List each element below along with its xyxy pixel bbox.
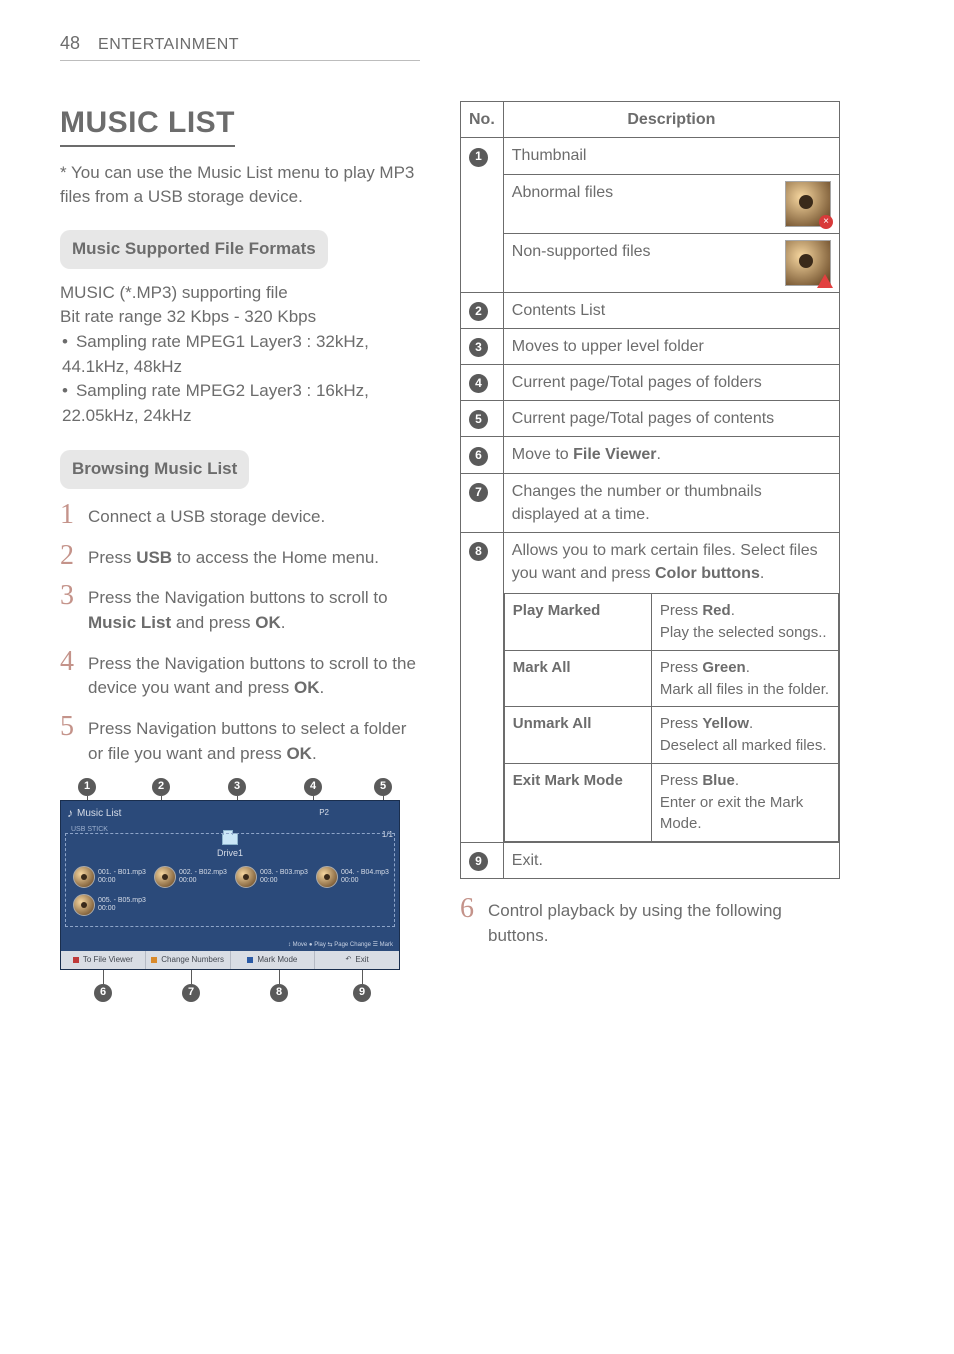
callout-top: 1 bbox=[78, 778, 96, 796]
shot-footbar: ↕ Move ● Play ⇆ Page Change ☰ Mark bbox=[61, 941, 399, 951]
description-table: No. Description 1 Thumbnail Abnormal fil… bbox=[460, 101, 840, 879]
row-number: 9 bbox=[469, 852, 488, 871]
step-number: 3 bbox=[60, 582, 78, 635]
row-number: 7 bbox=[469, 483, 488, 502]
table-row: 3Moves to upper level folder bbox=[461, 328, 840, 364]
cell-nonsupported: Non-supported files bbox=[512, 243, 651, 260]
row-number: 2 bbox=[469, 302, 488, 321]
step-item: 3 Press the Navigation buttons to scroll… bbox=[60, 582, 420, 635]
row-number: 5 bbox=[469, 410, 488, 429]
music-file: 001. - B01.mp300:00 bbox=[73, 866, 148, 888]
shot-title: Music List bbox=[77, 807, 121, 822]
table-row: 9Exit. bbox=[461, 843, 840, 879]
table-row: 1 Thumbnail bbox=[461, 138, 840, 174]
subheader-formats: Music Supported File Formats bbox=[60, 230, 328, 269]
step-text: Control playback by using the following … bbox=[488, 895, 840, 948]
warning-badge-icon bbox=[817, 274, 833, 288]
row-number: 6 bbox=[469, 447, 488, 466]
step-number: 6 bbox=[460, 895, 478, 948]
support-line1: MUSIC (*.MP3) supporting file bbox=[60, 281, 420, 306]
abnormal-file-icon: × bbox=[785, 181, 831, 227]
disc-icon bbox=[73, 894, 95, 916]
section-name: ENTERTAINMENT bbox=[98, 33, 239, 56]
subheader-browsing: Browsing Music List bbox=[60, 450, 249, 489]
th-no: No. bbox=[461, 102, 504, 138]
callout-top: 5 bbox=[374, 778, 392, 796]
row-number: 1 bbox=[469, 148, 488, 167]
shot-button-markmode: Mark Mode bbox=[231, 951, 316, 969]
step-item: 1 Connect a USB storage device. bbox=[60, 501, 420, 530]
screenshot: 1 2 3 4 5 ♪ Music List USB STICK Drive1 … bbox=[60, 778, 400, 1008]
cell-abnormal: Abnormal files bbox=[512, 184, 613, 201]
inner-row: Play Marked Press Red. Play the selected… bbox=[504, 594, 838, 651]
table-row: 8 Allows you to mark certain files. Sele… bbox=[461, 532, 840, 842]
step-item: 2 Press USB to access the Home menu. bbox=[60, 542, 420, 571]
step-text: Press the Navigation buttons to scroll t… bbox=[88, 582, 420, 635]
callout-top: 3 bbox=[228, 778, 246, 796]
page-number: 48 bbox=[60, 30, 80, 56]
shot-button-exit: ↶Exit bbox=[315, 951, 399, 969]
row-number: 4 bbox=[469, 374, 488, 393]
inner-row: Mark All Press Green. Mark all files in … bbox=[504, 650, 838, 707]
table-row: Non-supported files bbox=[461, 233, 840, 292]
disc-icon bbox=[235, 866, 257, 888]
shot-button-fileviewer: To File Viewer bbox=[61, 951, 146, 969]
step-number: 2 bbox=[60, 542, 78, 571]
music-file: 002. - B02.mp300:00 bbox=[154, 866, 229, 888]
step-item: 6 Control playback by using the followin… bbox=[460, 895, 840, 948]
row-number: 3 bbox=[469, 338, 488, 357]
support-line2: Bit rate range 32 Kbps - 320 Kbps bbox=[60, 305, 420, 330]
step-number: 1 bbox=[60, 501, 78, 530]
callout-top: 2 bbox=[152, 778, 170, 796]
back-icon: ↶ bbox=[346, 955, 352, 965]
step-text: Press USB to access the Home menu. bbox=[88, 542, 379, 571]
music-file: 003. - B03.mp300:00 bbox=[235, 866, 310, 888]
step-text: Connect a USB storage device. bbox=[88, 501, 325, 530]
cell-thumbnail: Thumbnail bbox=[503, 138, 839, 174]
page-indicator-top: P2 bbox=[319, 807, 329, 819]
disc-icon bbox=[316, 866, 338, 888]
shot-button-changenumbers: Change Numbers bbox=[146, 951, 231, 969]
bullet-item: Sampling rate MPEG1 Layer3 : 32kHz, 44.1… bbox=[62, 330, 420, 379]
table-row: 5Current page/Total pages of contents bbox=[461, 401, 840, 437]
callout-bottom: 9 bbox=[353, 984, 371, 1002]
callout-top: 4 bbox=[304, 778, 322, 796]
table-row: 7Changes the number or thumbnails displa… bbox=[461, 473, 840, 532]
inner-row: Unmark All Press Yellow. Deselect all ma… bbox=[504, 707, 838, 764]
step-number: 5 bbox=[60, 713, 78, 766]
orange-icon bbox=[151, 957, 157, 963]
inner-row: Exit Mark Mode Press Blue. Enter or exit… bbox=[504, 763, 838, 841]
callout-bottom: 8 bbox=[270, 984, 288, 1002]
red-icon bbox=[73, 957, 79, 963]
table-row: 4Current page/Total pages of folders bbox=[461, 364, 840, 400]
step-item: 4 Press the Navigation buttons to scroll… bbox=[60, 648, 420, 701]
table-row: Abnormal files × bbox=[461, 174, 840, 233]
step-number: 4 bbox=[60, 648, 78, 701]
step-item: 5 Press Navigation buttons to select a f… bbox=[60, 713, 420, 766]
music-file: 005. - B05.mp300:00 bbox=[73, 894, 148, 916]
page-indicator-side: 1/1 bbox=[382, 829, 393, 841]
page-header: 48 ENTERTAINMENT bbox=[60, 30, 420, 61]
screenshot-window: ♪ Music List USB STICK Drive1 P2 1/1 001… bbox=[60, 800, 400, 970]
color-buttons-table: Play Marked Press Red. Play the selected… bbox=[504, 593, 839, 842]
row-number: 8 bbox=[469, 542, 488, 561]
folder-icon bbox=[222, 833, 238, 845]
error-badge-icon: × bbox=[819, 215, 833, 229]
music-file: 004. - B04.mp300:00 bbox=[316, 866, 391, 888]
disc-icon bbox=[154, 866, 176, 888]
step-text: Press Navigation buttons to select a fol… bbox=[88, 713, 420, 766]
blue-icon bbox=[247, 957, 253, 963]
music-icon: ♪ bbox=[67, 805, 73, 822]
th-desc: Description bbox=[503, 102, 839, 138]
callout-bottom: 6 bbox=[94, 984, 112, 1002]
intro-text: * You can use the Music List menu to pla… bbox=[60, 161, 420, 210]
callout-bottom: 7 bbox=[182, 984, 200, 1002]
step-text: Press the Navigation buttons to scroll t… bbox=[88, 648, 420, 701]
disc-icon bbox=[73, 866, 95, 888]
table-row: 6Move to File Viewer. bbox=[461, 437, 840, 473]
bullet-item: Sampling rate MPEG2 Layer3 : 16kHz, 22.0… bbox=[62, 379, 420, 428]
nonsupported-file-icon bbox=[785, 240, 831, 286]
page-title: MUSIC LIST bbox=[60, 101, 235, 147]
table-row: 2Contents List bbox=[461, 292, 840, 328]
